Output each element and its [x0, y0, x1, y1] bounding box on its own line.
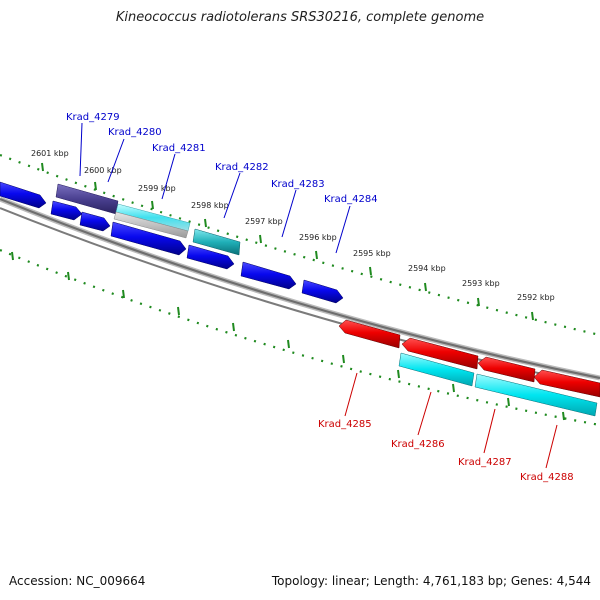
- kbp-tick-label: 2592 kbp: [517, 293, 555, 302]
- bottom-gene-labels: Krad_4285 Krad_4286 Krad_4287 Krad_4288: [318, 372, 574, 483]
- reverse-strand-features: [338, 319, 600, 417]
- lower-tick-track: [0, 248, 600, 427]
- kbp-tick-label: 2597 kbp: [245, 217, 283, 226]
- leader-line: [223, 172, 241, 219]
- gene-arrow[interactable]: [0, 181, 47, 209]
- gene-arrow[interactable]: [338, 319, 401, 349]
- upper-tick-track: [0, 153, 600, 337]
- gene-arrow[interactable]: [401, 337, 479, 370]
- leader-line: [79, 122, 83, 177]
- map-title: Kineococcus radiotolerans SRS30216, comp…: [115, 10, 485, 25]
- leader-line: [161, 153, 176, 200]
- leader-line: [107, 138, 125, 183]
- gene-label-krad-4285[interactable]: Krad_4285: [318, 419, 372, 430]
- leader-line: [417, 391, 432, 436]
- gene-arrow[interactable]: [301, 279, 344, 304]
- gene-arrow[interactable]: [79, 211, 111, 232]
- gene-arrow[interactable]: [110, 221, 187, 256]
- leader-line: [335, 205, 351, 254]
- gene-arrow[interactable]: [477, 356, 536, 383]
- gene-label-krad-4288[interactable]: Krad_4288: [520, 472, 574, 483]
- genome-summary-text: Topology: linear; Length: 4,761,183 bp; …: [271, 574, 591, 588]
- gene-arrow[interactable]: [533, 369, 600, 398]
- gene-label-krad-4287[interactable]: Krad_4287: [458, 457, 512, 468]
- leader-line: [281, 189, 297, 238]
- gene-label-krad-4284[interactable]: Krad_4284: [324, 194, 378, 205]
- kbp-tick-label: 2601 kbp: [31, 149, 69, 158]
- major-tick-marks: [11, 162, 565, 421]
- gene-label-krad-4283[interactable]: Krad_4283: [271, 179, 325, 190]
- kbp-tick-label: 2594 kbp: [408, 264, 446, 273]
- gene-arrow[interactable]: [240, 261, 297, 290]
- gene-arrow[interactable]: [113, 211, 189, 239]
- kbp-tick-label: 2598 kbp: [191, 201, 229, 210]
- forward-strand-features: [0, 181, 344, 304]
- gene-arrow[interactable]: [192, 228, 241, 256]
- leader-line: [483, 408, 496, 454]
- gene-arrow[interactable]: [186, 244, 235, 270]
- gene-label-krad-4280[interactable]: Krad_4280: [108, 127, 162, 138]
- gene-label-krad-4279[interactable]: Krad_4279: [66, 112, 120, 123]
- gene-label-krad-4281[interactable]: Krad_4281: [152, 143, 206, 154]
- gene-arrow[interactable]: [398, 352, 475, 387]
- gene-arrow[interactable]: [474, 373, 598, 417]
- gene-arrow[interactable]: [50, 200, 83, 221]
- gene-label-krad-4282[interactable]: Krad_4282: [215, 162, 269, 173]
- top-gene-labels: Krad_4279 Krad_4280 Krad_4281 Krad_4282 …: [66, 112, 378, 254]
- kbp-labels: 2601 kbp 2600 kbp 2599 kbp 2598 kbp 2597…: [31, 149, 555, 302]
- leader-line: [344, 372, 358, 417]
- kbp-tick-label: 2600 kbp: [84, 166, 122, 175]
- kbp-tick-label: 2593 kbp: [462, 279, 500, 288]
- kbp-tick-label: 2599 kbp: [138, 184, 176, 193]
- kbp-tick-label: 2596 kbp: [299, 233, 337, 242]
- leader-line: [545, 424, 558, 469]
- kbp-tick-label: 2595 kbp: [353, 249, 391, 258]
- accession-text: Accession: NC_009664: [9, 574, 146, 588]
- gene-label-krad-4286[interactable]: Krad_4286: [391, 439, 445, 450]
